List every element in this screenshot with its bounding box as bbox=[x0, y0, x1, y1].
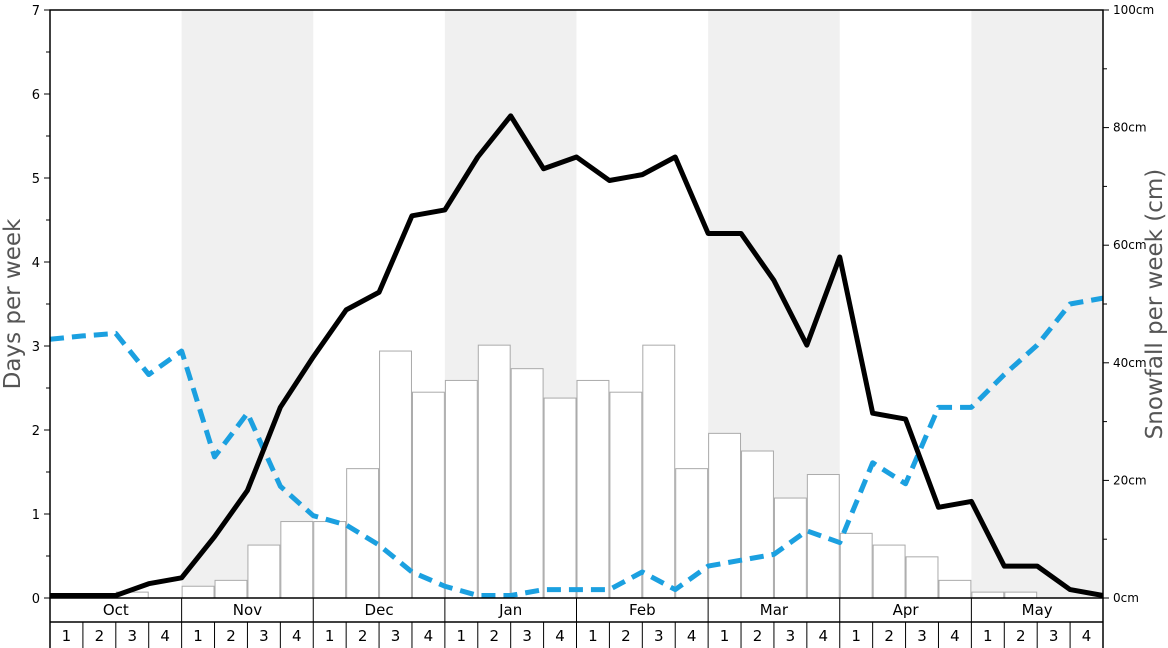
snowfall-bar bbox=[181, 585, 215, 599]
left-axis-title: Days per week bbox=[0, 218, 26, 389]
week-label: 2 bbox=[1016, 627, 1026, 645]
snowfall-bar bbox=[741, 450, 774, 599]
snowfall-bar bbox=[839, 532, 873, 599]
snowfall-bar bbox=[872, 544, 906, 599]
snowfall-bar bbox=[313, 521, 347, 599]
month-label-oct: Oct bbox=[103, 601, 129, 619]
week-label: 2 bbox=[884, 627, 894, 645]
week-label: 2 bbox=[95, 627, 105, 645]
week-label: 1 bbox=[983, 627, 993, 645]
right-axis: 0cm 20cm 40cm 60cm 80cm 100cm bbox=[1103, 3, 1154, 605]
right-tick-label: 40cm bbox=[1113, 356, 1147, 370]
left-axis: 0 1 2 3 4 5 6 7 bbox=[32, 4, 50, 607]
left-tick-label: 7 bbox=[32, 4, 40, 19]
snowfall-bar bbox=[576, 379, 610, 599]
snowfall-bar bbox=[1004, 591, 1038, 599]
right-tick-label: 80cm bbox=[1113, 121, 1147, 135]
week-label: 3 bbox=[917, 627, 927, 645]
snowfall-bar bbox=[905, 556, 939, 599]
snowfall-bar bbox=[642, 344, 676, 599]
snowfall-bars bbox=[115, 344, 1038, 599]
week-label: 4 bbox=[687, 627, 697, 645]
week-label: 4 bbox=[819, 627, 829, 645]
week-label: 1 bbox=[588, 627, 598, 645]
snowfall-bar bbox=[280, 521, 314, 599]
week-label: 2 bbox=[358, 627, 368, 645]
right-tick-label: 100cm bbox=[1113, 3, 1154, 17]
right-tick-label: 60cm bbox=[1113, 238, 1147, 252]
week-label: 3 bbox=[127, 627, 137, 645]
snowfall-bar bbox=[971, 591, 1005, 599]
snowfall-bar bbox=[214, 579, 248, 599]
left-tick-label: 2 bbox=[32, 424, 40, 439]
week-label: 3 bbox=[259, 627, 269, 645]
x-axis-grid: Oct 1 2 3 4 Nov 1 2 3 4 Dec 1 2 3 4 Jan 1 2 3 4 Feb 1 2 3 4 Mar 1 2… bbox=[49, 598, 1104, 648]
month-label-jan: Jan bbox=[498, 601, 522, 619]
week-label: 1 bbox=[720, 627, 730, 645]
week-label: 4 bbox=[950, 627, 960, 645]
left-tick-label: 4 bbox=[32, 256, 40, 271]
snowfall-bar bbox=[411, 391, 445, 599]
week-label: 2 bbox=[226, 627, 236, 645]
week-label: 2 bbox=[489, 627, 499, 645]
left-tick-label: 6 bbox=[32, 88, 40, 103]
month-label-nov: Nov bbox=[233, 601, 262, 619]
month-label-apr: Apr bbox=[893, 601, 920, 619]
week-label: 3 bbox=[391, 627, 401, 645]
left-tick-label: 0 bbox=[32, 592, 40, 607]
snowfall-bar bbox=[938, 579, 972, 599]
snowfall-bar bbox=[609, 391, 643, 599]
snowfall-bar bbox=[247, 544, 281, 599]
week-label: 2 bbox=[621, 627, 631, 645]
month-label-mar: Mar bbox=[760, 601, 789, 619]
snowfall-bar bbox=[444, 379, 478, 599]
week-label: 1 bbox=[325, 627, 335, 645]
snowfall-bar bbox=[806, 474, 840, 599]
snowfall-bar bbox=[510, 368, 544, 599]
right-axis-title: Snowfall per week (cm) bbox=[1142, 169, 1168, 440]
week-label: 3 bbox=[1049, 627, 1059, 645]
snowfall-bar bbox=[543, 397, 577, 599]
snowfall-bar bbox=[379, 350, 412, 599]
week-label: 4 bbox=[160, 627, 170, 645]
week-label: 1 bbox=[457, 627, 467, 645]
snowfall-bar bbox=[477, 344, 511, 599]
month-label-feb: Feb bbox=[629, 601, 656, 619]
month-label-may: May bbox=[1022, 601, 1053, 619]
week-label: 3 bbox=[786, 627, 796, 645]
month-shading bbox=[181, 10, 1103, 598]
left-tick-label: 5 bbox=[32, 172, 40, 187]
week-label: 3 bbox=[522, 627, 532, 645]
day-lines bbox=[49, 113, 1104, 598]
snowfall-bar bbox=[346, 468, 380, 599]
right-tick-label: 20cm bbox=[1113, 473, 1147, 487]
week-label: 2 bbox=[753, 627, 763, 645]
week-label: 4 bbox=[292, 627, 302, 645]
week-label: 4 bbox=[424, 627, 434, 645]
week-label: 4 bbox=[555, 627, 565, 645]
week-label: 1 bbox=[851, 627, 861, 645]
right-tick-label: 0cm bbox=[1113, 591, 1139, 605]
month-shade-nov bbox=[181, 10, 314, 598]
week-label: 1 bbox=[62, 627, 72, 645]
week-label: 4 bbox=[1082, 627, 1092, 645]
week-label: 1 bbox=[193, 627, 203, 645]
left-tick-label: 1 bbox=[32, 508, 40, 523]
dashed-series-line bbox=[49, 295, 1104, 598]
solid-series-line bbox=[50, 113, 1104, 598]
snowfall-bar bbox=[708, 432, 742, 599]
month-label-dec: Dec bbox=[365, 601, 394, 619]
week-label: 3 bbox=[654, 627, 664, 645]
left-tick-label: 3 bbox=[32, 340, 40, 355]
